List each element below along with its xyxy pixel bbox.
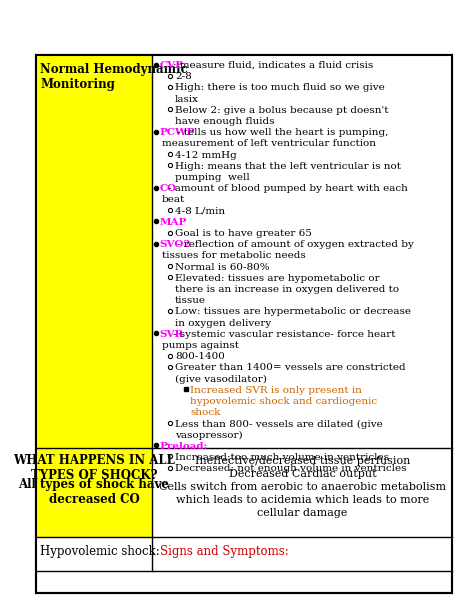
Text: Decreased: not enough volume in ventricles: Decreased: not enough volume in ventricl…	[175, 464, 406, 473]
Bar	[36, 55, 452, 593]
Bar	[36, 447, 152, 536]
Text: (give vasodilator): (give vasodilator)	[175, 375, 267, 384]
Text: Greater than 1400= vessels are constricted: Greater than 1400= vessels are constrict…	[175, 364, 406, 373]
Text: pumping  well: pumping well	[175, 173, 250, 182]
Text: vasopressor): vasopressor)	[175, 430, 243, 440]
Text: shock: shock	[190, 408, 220, 417]
Text: Increased:too much volume in ventricles: Increased:too much volume in ventricles	[175, 453, 389, 462]
Text: tissues for metabolic needs: tissues for metabolic needs	[162, 251, 306, 261]
Text: WHAT HAPPENS IN ALL
TYPES OF SHOCK?: WHAT HAPPENS IN ALL TYPES OF SHOCK?	[13, 454, 175, 482]
Bar	[36, 536, 152, 571]
Text: 800-1400: 800-1400	[175, 352, 225, 361]
Text: All types of shock have
decreased CO: All types of shock have decreased CO	[18, 478, 170, 506]
Text: pumps against: pumps against	[162, 341, 239, 350]
Text: - systemic vascular resistance- force heart: - systemic vascular resistance- force he…	[173, 330, 395, 339]
Text: Goal is to have greater 65: Goal is to have greater 65	[175, 229, 312, 238]
Text: SVO2: SVO2	[160, 240, 191, 249]
Text: Cells switch from aerobic to anaerobic metabolism: Cells switch from aerobic to anaerobic m…	[159, 482, 446, 492]
Text: lasix: lasix	[175, 94, 199, 104]
Text: 4-12 mmHg: 4-12 mmHg	[175, 151, 237, 159]
Bar	[152, 447, 452, 536]
Text: measurement of left ventricular function: measurement of left ventricular function	[162, 139, 376, 148]
Text: Decreased Cardiac output: Decreased Cardiac output	[228, 469, 376, 479]
Text: : measure fluid, indicates a fluid crisis: : measure fluid, indicates a fluid crisi…	[173, 61, 373, 70]
Text: High: there is too much fluid so we give: High: there is too much fluid so we give	[175, 83, 384, 93]
Text: High: means that the left ventricular is not: High: means that the left ventricular is…	[175, 162, 401, 171]
Text: hypovolemic shock and cardiogenic: hypovolemic shock and cardiogenic	[190, 397, 377, 406]
Text: MAP: MAP	[160, 218, 187, 227]
Text: Preload:: Preload:	[160, 442, 208, 451]
Bar	[36, 55, 452, 593]
Bar	[152, 536, 452, 571]
Text: - amount of blood pumped by heart with each: - amount of blood pumped by heart with e…	[168, 184, 408, 193]
Text: 4-8 L/min: 4-8 L/min	[175, 207, 225, 216]
Text: 2-8: 2-8	[175, 72, 191, 81]
Text: Below 2: give a bolus because pt doesn't: Below 2: give a bolus because pt doesn't	[175, 106, 388, 115]
Text: Normal is 60-80%: Normal is 60-80%	[175, 262, 270, 272]
Text: Increased SVR is only present in: Increased SVR is only present in	[190, 386, 362, 395]
Text: - reflection of amount of oxygen extracted by: - reflection of amount of oxygen extract…	[177, 240, 414, 249]
Text: beat: beat	[162, 196, 185, 204]
Text: Low: tissues are hypermetabolic or decrease: Low: tissues are hypermetabolic or decre…	[175, 307, 411, 316]
Text: Normal Hemodynamic
Monitoring: Normal Hemodynamic Monitoring	[40, 63, 188, 91]
Bar	[152, 55, 452, 447]
Bar	[36, 55, 152, 447]
Text: CO: CO	[160, 184, 177, 193]
Text: PCWP: PCWP	[160, 128, 195, 137]
Text: - tells us how well the heart is pumping,: - tells us how well the heart is pumping…	[177, 128, 388, 137]
Text: Hypovolemic shock:: Hypovolemic shock:	[40, 544, 160, 557]
Text: Elevated: tissues are hypometabolic or: Elevated: tissues are hypometabolic or	[175, 274, 380, 283]
Text: CVP: CVP	[160, 61, 184, 70]
Text: have enough fluids: have enough fluids	[175, 117, 274, 126]
Text: Ineffective/decreased tissue perfusion: Ineffective/decreased tissue perfusion	[195, 455, 410, 466]
Text: which leads to acidemia which leads to more: which leads to acidemia which leads to m…	[176, 495, 429, 504]
Text: Less than 800- vessels are dilated (give: Less than 800- vessels are dilated (give	[175, 419, 383, 428]
Text: there is an increase in oxygen delivered to: there is an increase in oxygen delivered…	[175, 285, 399, 294]
Text: Signs and Symptoms:: Signs and Symptoms:	[160, 544, 289, 557]
Text: SVR: SVR	[160, 330, 184, 339]
Text: tissue: tissue	[175, 296, 206, 305]
Text: in oxygen delivery: in oxygen delivery	[175, 319, 271, 327]
Text: cellular damage: cellular damage	[257, 508, 347, 518]
